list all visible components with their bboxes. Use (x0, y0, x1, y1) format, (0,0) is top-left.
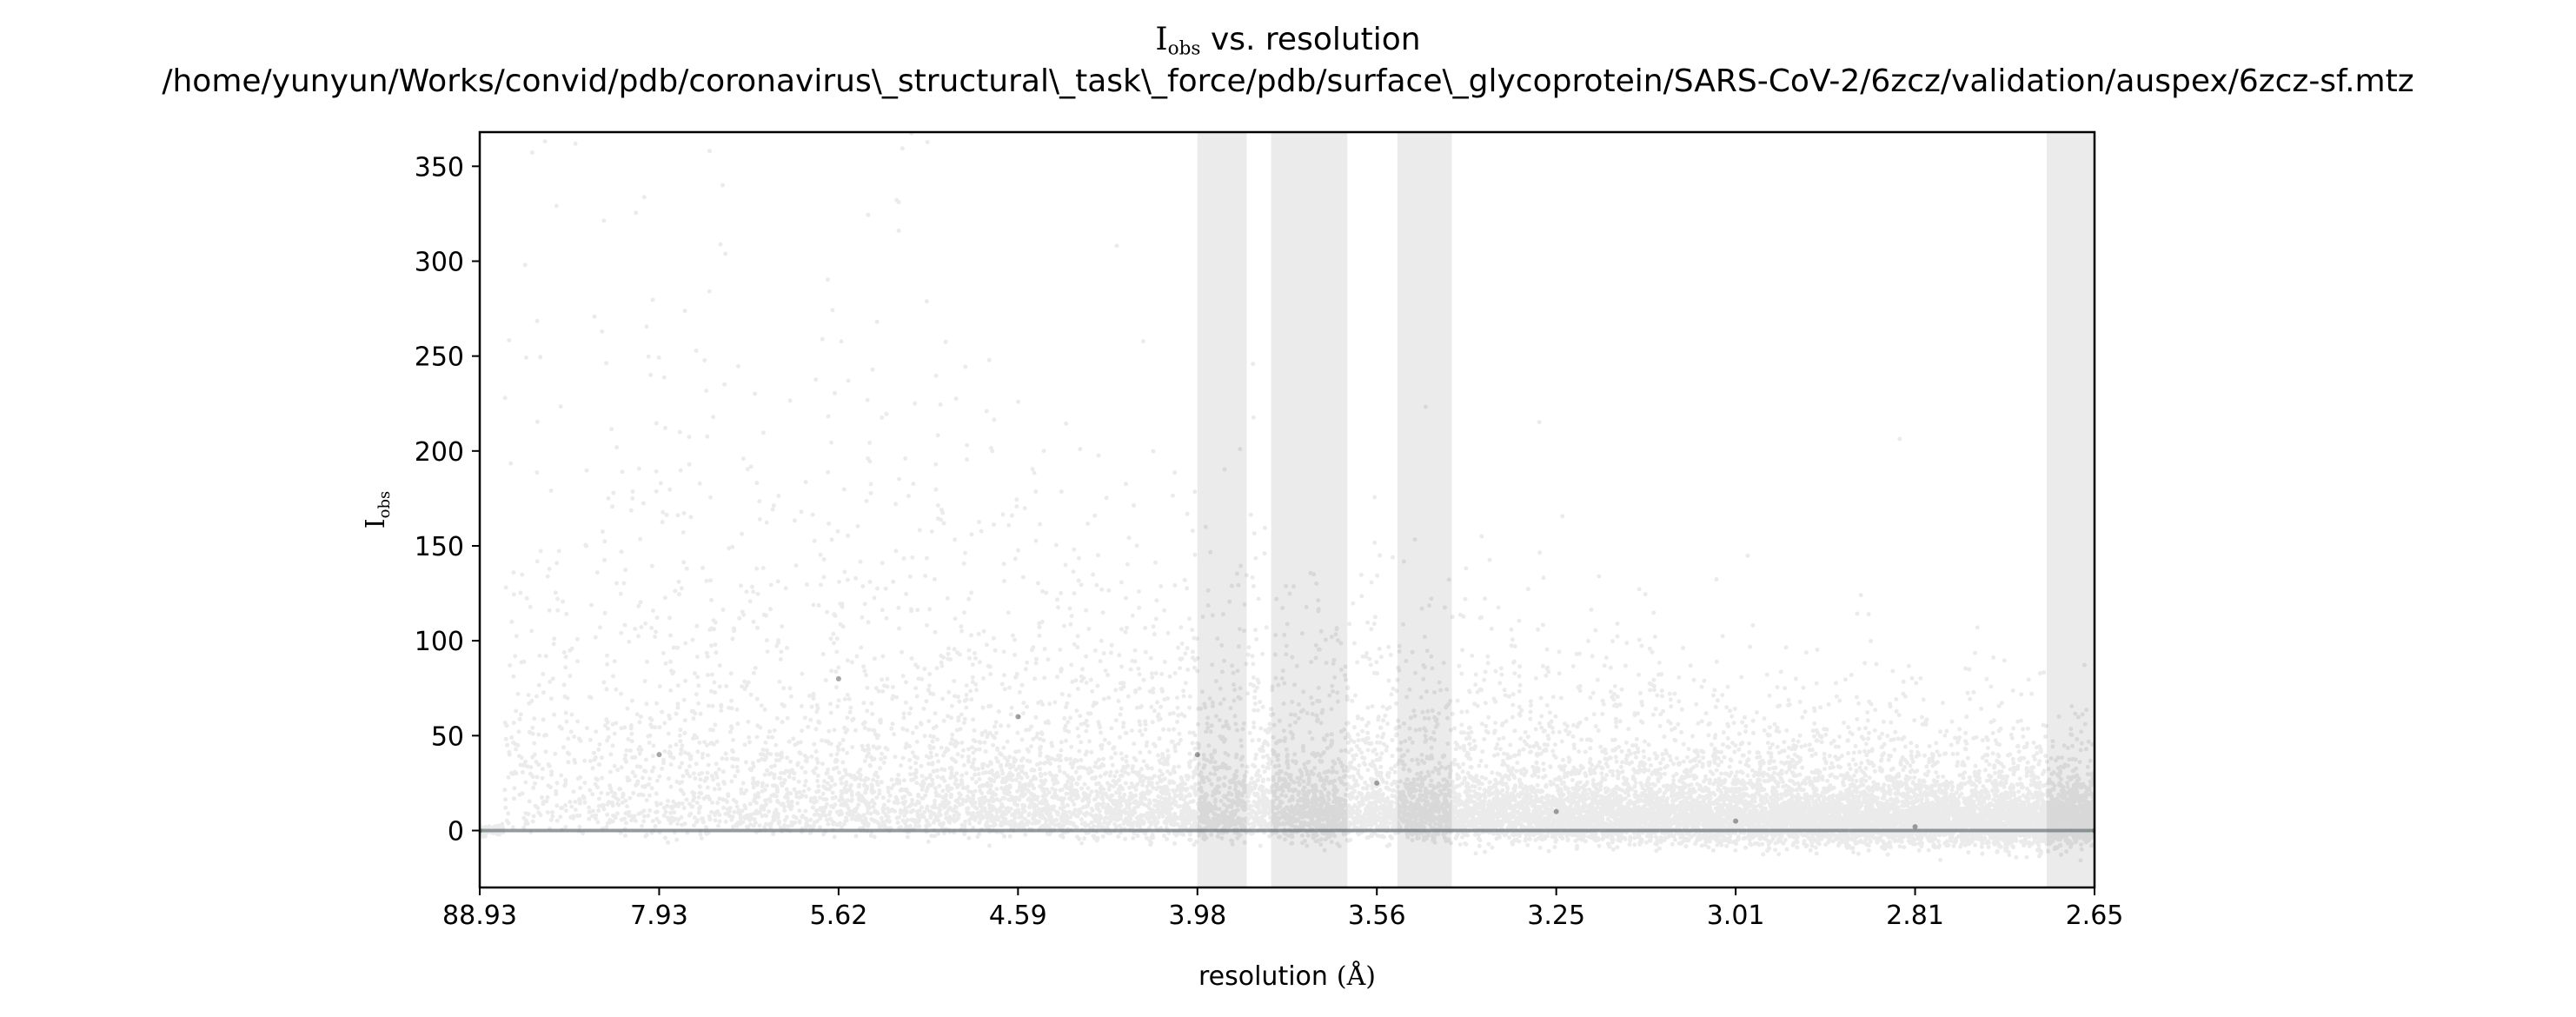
y-tick-label-7: 350 (415, 152, 464, 183)
data-point-2 (835, 675, 841, 681)
x-tick-label-5: 3.56 (1348, 901, 1406, 931)
title-rest: vs. resolution (1200, 22, 1421, 57)
data-point-5 (1374, 780, 1380, 786)
y-tick-label-2: 100 (415, 627, 464, 657)
y-tick-label-3: 150 (415, 532, 464, 562)
data-point-7 (1733, 818, 1739, 824)
x-tick-label-7: 3.01 (1707, 901, 1765, 931)
data-point-4 (1194, 752, 1200, 758)
data-point-6 (1553, 808, 1559, 814)
y-tick-label-5: 250 (415, 342, 464, 373)
highlight-band-2 (1397, 132, 1452, 887)
y-axis-label-subscript: obs (375, 491, 394, 519)
x-axis: 88.93 7.93 5.62 4.59 3.98 3.56 3.25 3.01 2.81 2.6… (442, 887, 2123, 931)
title-subscript: obs (1167, 37, 1201, 60)
plot-frame (478, 130, 2096, 889)
x-tick-label-0: 88.93 (442, 901, 517, 931)
x-tick-label-1: 7.93 (630, 901, 688, 931)
x-axis-label-unit: (Å) (1337, 960, 1376, 992)
x-axis-label-word: resolution (1198, 961, 1328, 992)
highlight-band-1 (1271, 132, 1348, 887)
chart-subtitle: /home/yunyun/Works/convid/pdb/coronaviru… (162, 63, 2414, 99)
highlight-band-3 (2046, 132, 2095, 887)
y-tick-label-6: 300 (415, 247, 464, 277)
x-tick-label-8: 2.81 (1886, 901, 1944, 931)
y-axis-label: Iobs (361, 491, 394, 528)
y-axis-label-symbol: I (361, 518, 391, 528)
title-symbol: I (1155, 22, 1168, 57)
y-axis: 0 50 100 150 200 250 300 350 (415, 152, 480, 847)
highlight-band-0 (1197, 132, 1247, 887)
x-tick-label-2: 5.62 (809, 901, 867, 931)
y-tick-label-1: 50 (431, 721, 464, 752)
x-tick-label-6: 3.25 (1527, 901, 1585, 931)
data-point-3 (1015, 714, 1021, 720)
x-tick-label-3: 4.59 (989, 901, 1047, 931)
highlight-bands (1197, 132, 2095, 887)
x-tick-label-4: 3.98 (1168, 901, 1226, 931)
y-tick-label-4: 200 (415, 437, 464, 468)
data-point-1 (656, 752, 662, 758)
x-axis-label: resolution (Å) (1198, 960, 1376, 992)
data-point-8 (1912, 824, 1918, 830)
y-tick-label-0: 0 (448, 816, 464, 847)
x-tick-label-9: 2.65 (2066, 901, 2124, 931)
chart-title: Iobs vs. resolution (0, 21, 2576, 68)
